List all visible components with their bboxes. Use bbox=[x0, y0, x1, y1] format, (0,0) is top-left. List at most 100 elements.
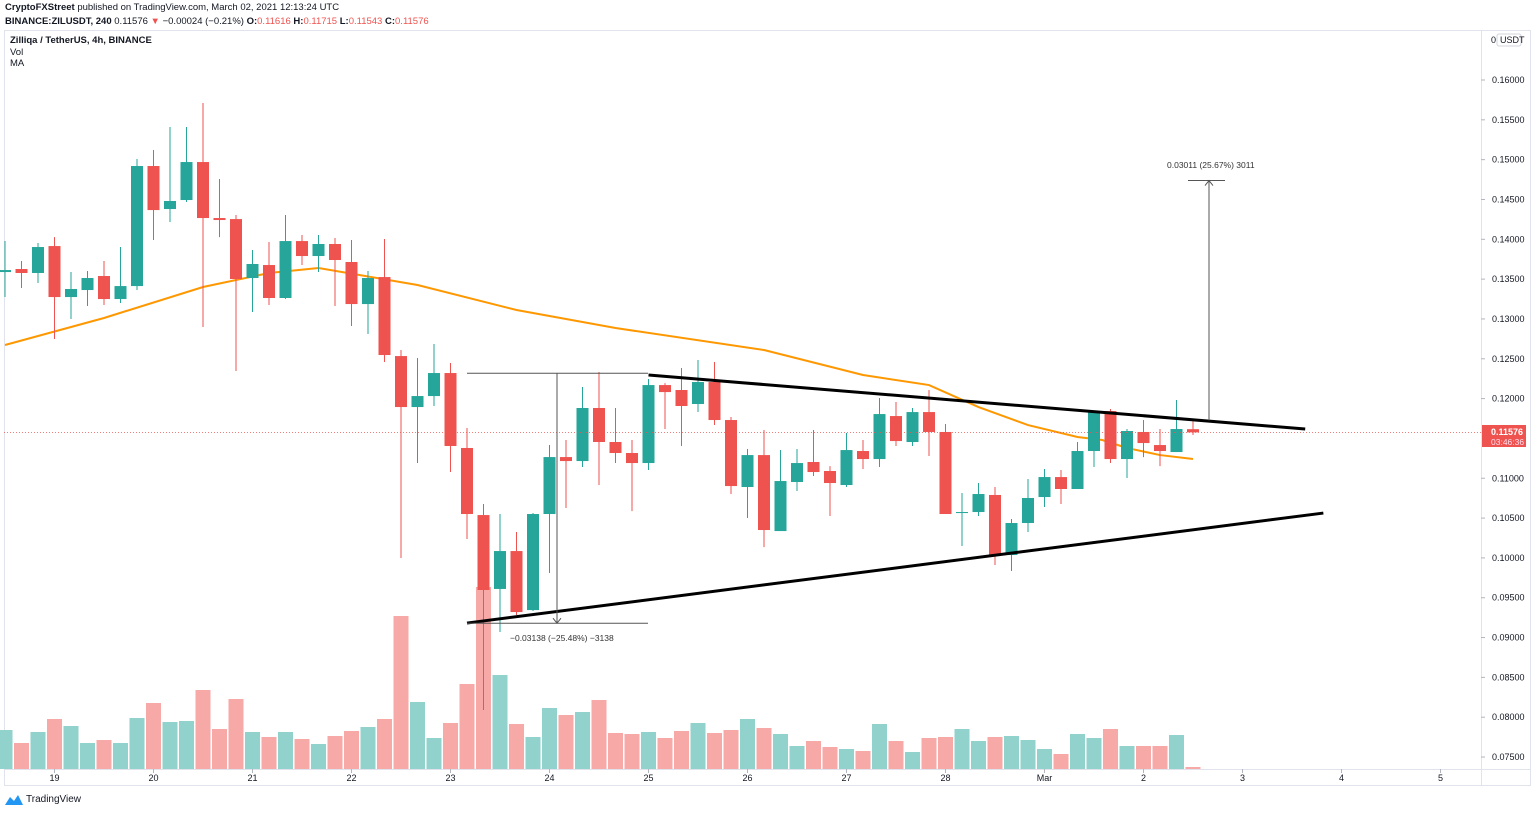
legend-volume[interactable]: Vol bbox=[10, 46, 24, 58]
price-tick-label: 0.12000 bbox=[1492, 394, 1525, 404]
time-tick-label: 22 bbox=[346, 773, 356, 783]
candle-body bbox=[1088, 411, 1100, 452]
tradingview-logo[interactable]: TradingView bbox=[5, 794, 81, 805]
candle-body bbox=[98, 276, 110, 300]
time-tick-label: 5 bbox=[1438, 773, 1443, 783]
volume-bar bbox=[905, 752, 920, 769]
candle-body bbox=[461, 447, 473, 515]
logo-text: TradingView bbox=[26, 794, 82, 805]
volume-bar bbox=[888, 741, 904, 769]
volume-bar bbox=[129, 718, 145, 769]
symbol-info: BINANCE:ZILUSDT, 240 0.11576 ▼ −0.00024 … bbox=[5, 16, 429, 27]
time-axis[interactable]: 19 20 21 22 23 24 25 26 27 28 Mar 2 3 4 5 bbox=[49, 769, 1443, 783]
high-value: 0.11715 bbox=[303, 16, 338, 27]
volume-bar bbox=[872, 724, 887, 769]
volume-bar bbox=[987, 737, 1003, 769]
candle-body bbox=[560, 457, 572, 462]
bar-countdown: 03:46:36 bbox=[1491, 437, 1524, 447]
candle-body bbox=[213, 218, 226, 221]
volume-bar bbox=[822, 747, 838, 769]
candle-body bbox=[1038, 477, 1051, 498]
time-tick-label: 3 bbox=[1240, 773, 1245, 783]
candle-body bbox=[164, 200, 176, 210]
candle-body bbox=[279, 241, 292, 299]
candle-body bbox=[296, 241, 308, 257]
price-tick-label: 0.09000 bbox=[1492, 633, 1525, 643]
candle-body bbox=[642, 385, 655, 464]
unit-badge[interactable]: 0 USDT bbox=[1491, 33, 1525, 47]
last-price: 0.11576 bbox=[114, 16, 148, 27]
volume-bar bbox=[1004, 736, 1019, 769]
volume-bar bbox=[723, 730, 739, 769]
volume-bar bbox=[410, 702, 425, 769]
volume-bar bbox=[212, 729, 227, 769]
candle-body bbox=[378, 277, 391, 356]
candle-body bbox=[411, 396, 424, 408]
candle-body bbox=[1005, 523, 1018, 556]
price-tick-label: 0.08500 bbox=[1492, 672, 1525, 682]
candle-body bbox=[131, 166, 143, 287]
volume-bar bbox=[426, 738, 442, 769]
legend-title[interactable]: Zilliqa / TetherUS, 4h, BINANCE bbox=[10, 35, 152, 46]
price-tick-label: 0.09500 bbox=[1492, 593, 1525, 603]
current-price-label: 0.11576 03:46:36 bbox=[1482, 425, 1526, 447]
volume-bar bbox=[756, 728, 772, 769]
chart-legend: Zilliqa / TetherUS, 4h, BINANCE Vol MA bbox=[10, 35, 152, 70]
time-tick-label: 23 bbox=[445, 773, 455, 783]
candle-body bbox=[1071, 451, 1084, 490]
volume-bar bbox=[525, 737, 541, 769]
volume-layer bbox=[0, 587, 1201, 769]
candle-body bbox=[477, 515, 490, 590]
volume-bar bbox=[1185, 767, 1201, 769]
time-tick-label: 19 bbox=[49, 773, 59, 783]
close-value: 0.11576 bbox=[395, 16, 429, 27]
legend-ma[interactable]: MA bbox=[10, 58, 25, 69]
candle-body bbox=[362, 278, 374, 305]
candle-body bbox=[345, 262, 358, 305]
volume-bar bbox=[1070, 734, 1085, 769]
change: −0.00024 (−0.21%) bbox=[162, 16, 244, 27]
candle-body bbox=[873, 414, 886, 460]
price-axis[interactable]: 0.16000 0.15500 0.15000 0.14500 0.14000 0.135… bbox=[1481, 75, 1525, 762]
publisher-name[interactable]: CryptoFXStreet bbox=[5, 2, 75, 13]
volume-bar bbox=[1169, 735, 1184, 769]
published-text: published on TradingView.com, March 02, … bbox=[77, 2, 340, 13]
open-label: O: bbox=[246, 16, 258, 27]
volume-bar bbox=[921, 738, 937, 769]
volume-bar bbox=[938, 737, 953, 769]
candle-body bbox=[1137, 431, 1150, 444]
candle-body bbox=[593, 407, 605, 443]
candle-body bbox=[626, 453, 638, 464]
support-trendline bbox=[466, 511, 1324, 625]
candle-body bbox=[263, 265, 275, 299]
volume-bar bbox=[179, 721, 194, 769]
current-price-text: 0.11576 bbox=[1491, 427, 1523, 437]
volume-bar bbox=[773, 734, 788, 769]
price-tick-label: 0.13500 bbox=[1492, 274, 1525, 284]
volume-bar bbox=[806, 741, 821, 769]
triangle-down-icon: ▼ bbox=[150, 16, 160, 27]
volume-bar bbox=[30, 732, 46, 769]
candle-body bbox=[576, 407, 589, 462]
candle-body bbox=[444, 373, 457, 446]
candle-body bbox=[1022, 498, 1034, 524]
candle-body bbox=[147, 166, 160, 211]
candle-body bbox=[114, 286, 127, 300]
volume-bar bbox=[377, 719, 392, 769]
time-tick-label: 28 bbox=[940, 773, 950, 783]
volume-bar bbox=[674, 731, 689, 769]
candle-body bbox=[1121, 431, 1133, 460]
price-tick-label: 0.14500 bbox=[1492, 194, 1525, 204]
candle-body bbox=[890, 416, 902, 442]
candle-body bbox=[246, 263, 259, 279]
arrow-down-icon bbox=[552, 617, 562, 625]
candle-body bbox=[840, 450, 853, 486]
unit-prefix: 0 bbox=[1491, 35, 1496, 45]
candle-body bbox=[81, 278, 94, 291]
candle-body bbox=[807, 462, 820, 473]
volume-bar bbox=[146, 703, 161, 769]
time-tick-label: 24 bbox=[544, 773, 554, 783]
high-label: H: bbox=[293, 16, 304, 27]
candle-body bbox=[824, 471, 836, 484]
